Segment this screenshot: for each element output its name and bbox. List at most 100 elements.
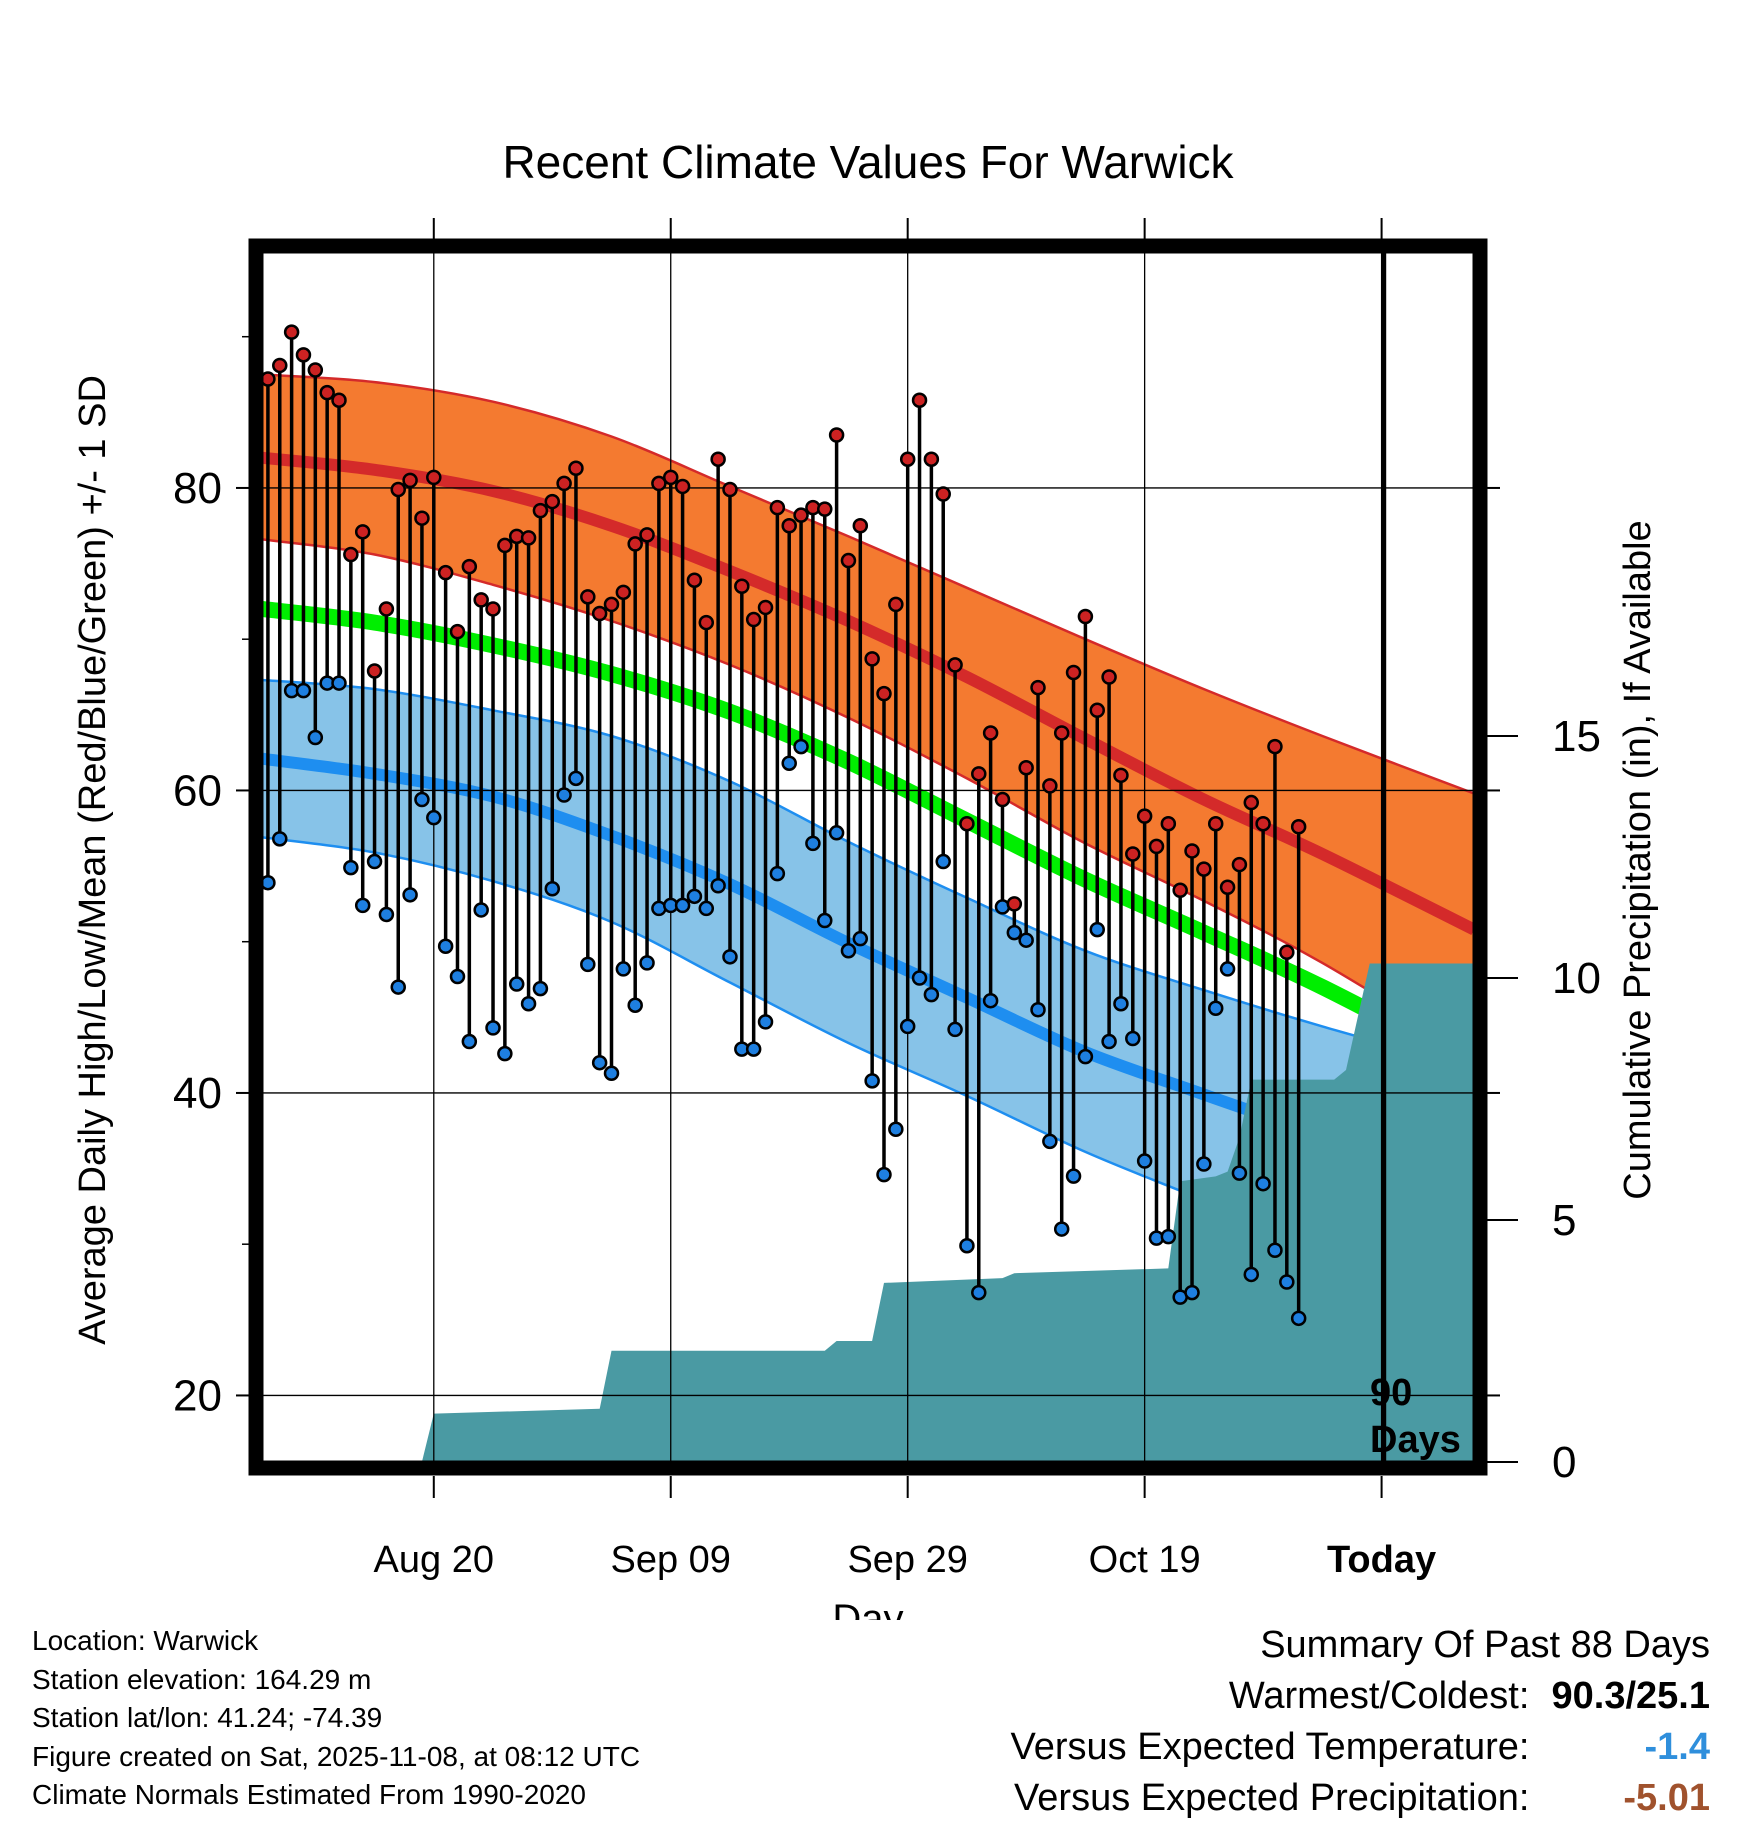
low-temp-point [366,853,383,870]
warm-cold-row: Warmest/Coldest: 90.3/25.1 [1011,1671,1710,1722]
low-temp-point [1267,1242,1283,1258]
low-temp-point [1053,1221,1070,1237]
observation-layer [262,252,1387,1462]
low-temp-point [603,1065,620,1082]
high-temp-point [888,596,904,613]
high-temp-point [864,651,880,667]
low-temp-point [354,897,371,914]
low-temp-point [615,961,632,977]
low-temp-point [544,881,561,897]
low-temp-point [817,912,833,929]
low-temp-point [1018,932,1034,948]
low-temp-point [1219,961,1236,977]
high-temp-point [1125,846,1141,862]
low-temp-point [1030,1002,1046,1018]
high-temp-point [1207,815,1224,832]
high-temp-point [1184,843,1200,859]
y-tick-label: 20 [173,1371,222,1420]
low-temp-point [982,992,999,1009]
low-temp-point [840,943,857,959]
summary-title: Summary Of Past 88 Days [1260,1624,1710,1666]
high-temp-point [1255,815,1271,832]
high-temp-point [497,537,513,554]
high-temp-point [1065,664,1082,681]
station-info: Location: Warwick Station elevation: 164… [32,1622,640,1815]
low-temp-point [1207,1000,1224,1016]
precip-departure-value: -5.01 [1623,1777,1710,1819]
high-temp-point [1172,882,1188,899]
high-temp-point [366,663,383,679]
low-temp-point [461,1033,478,1050]
low-temp-point [971,1284,987,1301]
high-temp-point [828,427,845,443]
low-temp-point [426,809,442,826]
high-temp-point [899,451,916,467]
high-temp-point [295,347,312,363]
low-temp-point [1255,1175,1271,1192]
precip-departure-label: Versus Expected Precipitation: [1014,1777,1530,1819]
high-temp-point [1148,838,1165,855]
low-temp-point [1279,1274,1295,1290]
high-temp-point [1160,815,1177,832]
low-temp-point [828,825,845,841]
low-temp-point [449,968,466,985]
low-temp-point [745,1041,762,1057]
high-temp-point [272,357,288,374]
low-temp-point [402,887,418,903]
latlon-text: Station lat/lon: 41.24; -74.39 [32,1702,383,1733]
low-temp-point [698,900,715,917]
low-temp-point [710,877,726,894]
low-temp-point [1136,1153,1153,1169]
high-temp-point [568,460,584,477]
temp-departure-row: Versus Expected Temperature: -1.4 [1011,1722,1710,1773]
low-temp-point [473,902,489,918]
mean-line [262,601,1474,1073]
warm-cold-label: Warmest/Coldest: [1228,1675,1530,1717]
high-temp-point [1030,679,1046,696]
high-temp-point [1219,879,1236,895]
high-temp-point [852,518,869,534]
y-tick-label: 80 [173,464,222,513]
low-temp-point [1006,924,1023,941]
temp-departure-value: -1.4 [1644,1726,1710,1768]
high-temp-point [793,507,809,523]
high-temp-point [1290,819,1307,835]
precip-departure-row: Versus Expected Precipitation: -5.01 [1011,1773,1710,1824]
high-upper-edge [262,373,1474,795]
high-temp-point [1267,738,1283,755]
created-text: Figure created on Sat, 2025-11-08, at 08… [32,1740,641,1772]
low-temp-point [1125,1030,1141,1047]
high-temp-point [473,592,489,608]
low-temp-point [781,755,797,771]
high-temp-point [426,469,442,486]
high-temp-point [935,486,951,502]
low-temp-point [1089,921,1105,938]
high-temp-point [520,530,537,546]
low-temp-point [805,835,821,852]
low-temp-point [876,1166,892,1183]
chart-title: Recent Climate Values For Warwick [502,136,1234,188]
temp-departure-label: Versus Expected Temperature: [1010,1726,1530,1768]
x-tick-label: Aug 20 [374,1539,494,1581]
high-temp-point [603,596,620,613]
x-tick-label: Sep 29 [847,1539,967,1581]
high-temp-point [580,589,596,605]
high-temp-point [757,599,774,616]
y-tick-label: 40 [173,1069,222,1118]
low-temp-point [1101,1033,1117,1050]
high-temp-point [627,536,643,552]
high-temp-point [686,572,703,588]
low-temp-point [343,859,359,876]
low-temp-point [864,1073,880,1089]
high-temp-point [947,657,963,673]
days-label-line2: Days [1370,1419,1461,1461]
precipitation-layer [421,963,1474,1462]
location-text: Location: Warwick [32,1625,259,1656]
plot-frame [248,238,1488,1476]
y2-tick-label: 10 [1552,954,1601,1003]
high-temp-point [591,605,608,622]
high-temp-point [994,791,1011,808]
high-temp-point [639,527,655,543]
low-temp-point [627,997,643,1013]
summary-panel: Summary Of Past 88 Days Warmest/Coldest:… [1011,1620,1710,1824]
